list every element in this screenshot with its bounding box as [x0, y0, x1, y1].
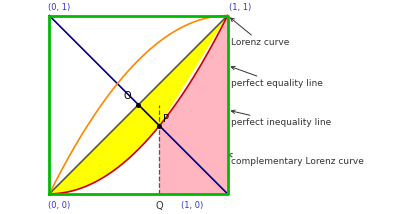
Text: O: O	[124, 91, 131, 101]
Text: complementary Lorenz curve: complementary Lorenz curve	[228, 153, 364, 166]
Polygon shape	[49, 16, 228, 194]
Text: perfect inequality line: perfect inequality line	[231, 110, 331, 127]
Text: (0, 0): (0, 0)	[48, 201, 70, 210]
Polygon shape	[160, 16, 228, 194]
Text: (1, 1): (1, 1)	[229, 3, 252, 12]
Text: P: P	[163, 114, 169, 124]
Text: (1, 0): (1, 0)	[181, 201, 204, 210]
Text: (0, 1): (0, 1)	[48, 3, 70, 12]
Text: Q: Q	[156, 201, 163, 211]
Text: Lorenz curve: Lorenz curve	[230, 18, 290, 47]
Text: perfect equality line: perfect equality line	[231, 66, 323, 88]
